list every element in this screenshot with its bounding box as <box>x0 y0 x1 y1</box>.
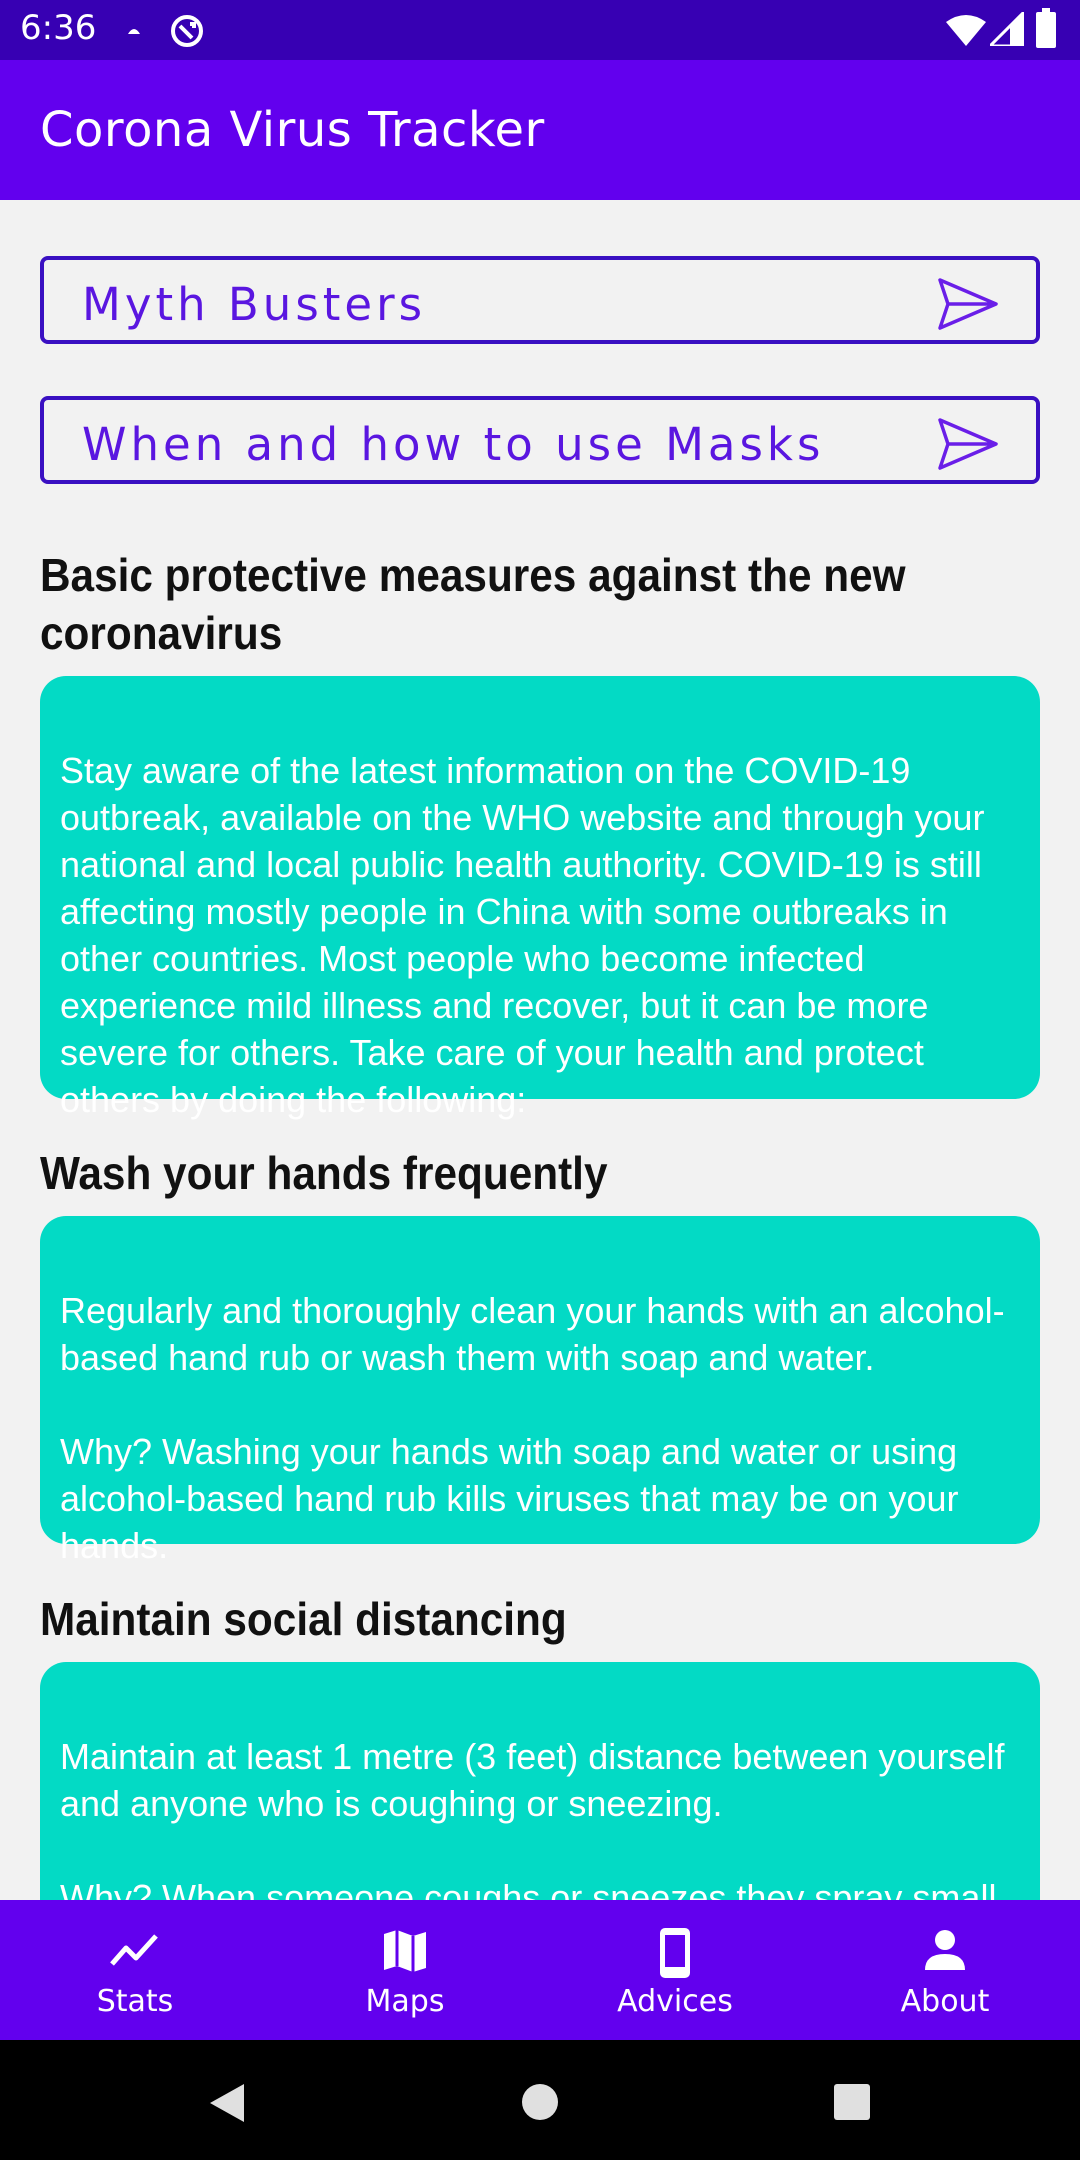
section-heading: Wash your hands frequently <box>40 1147 608 1199</box>
back-icon[interactable] <box>206 2082 246 2124</box>
nav-item-advices[interactable]: Advices <box>540 1900 810 2040</box>
sync-icon <box>171 15 203 47</box>
info-card-text: Maintain at least 1 metre (3 feet) dista… <box>60 1736 1005 1900</box>
send-icon <box>938 418 998 470</box>
nav-item-maps[interactable]: Maps <box>270 1900 540 2040</box>
notification-dot-icon <box>128 29 140 34</box>
battery-icon <box>1036 8 1056 48</box>
section-heading: Basic protective measures against the ne… <box>40 549 906 659</box>
nav-item-about[interactable]: About <box>810 1900 1080 2040</box>
masks-button[interactable]: When and how to use Masks <box>40 396 1040 484</box>
trending-up-icon <box>110 1934 158 1966</box>
info-card-text: Stay aware of the latest information on … <box>60 750 985 1120</box>
info-card: Regularly and thoroughly clean your hand… <box>40 1216 1040 1566</box>
person-icon <box>925 1930 965 1970</box>
section-heading: Maintain social distancing <box>40 1593 567 1645</box>
info-card-text: Regularly and thoroughly clean your hand… <box>60 1290 1005 1566</box>
bottom-navigation: Stats Maps Advices About <box>0 1900 1080 2040</box>
nav-item-stats[interactable]: Stats <box>0 1900 270 2040</box>
info-card: Stay aware of the latest information on … <box>40 676 1040 1120</box>
home-icon[interactable] <box>520 2082 560 2122</box>
status-bar: 6:36 <box>0 0 1080 60</box>
app-bar: Corona Virus Tracker <box>0 60 1080 200</box>
status-time: 6:36 <box>20 8 97 48</box>
info-card: Maintain at least 1 metre (3 feet) dista… <box>40 1662 1040 1900</box>
masks-label: When and how to use Masks <box>82 418 825 471</box>
nav-label: Advices <box>617 1984 733 2019</box>
signal-icon <box>990 12 1024 46</box>
map-icon <box>384 1930 426 1972</box>
system-navigation-bar <box>0 2040 1080 2160</box>
wifi-icon <box>946 15 986 46</box>
app-title: Corona Virus Tracker <box>40 102 545 158</box>
nav-label: Maps <box>365 1984 445 2019</box>
advices-content[interactable]: Myth Busters When and how to use Masks B… <box>0 200 1080 1900</box>
recents-icon[interactable] <box>832 2082 872 2122</box>
myth-busters-label: Myth Busters <box>82 278 427 331</box>
myth-busters-button[interactable]: Myth Busters <box>40 256 1040 344</box>
phone-icon <box>660 1928 690 1978</box>
nav-label: Stats <box>96 1984 174 2019</box>
nav-label: About <box>900 1984 990 2019</box>
send-icon <box>938 278 998 330</box>
